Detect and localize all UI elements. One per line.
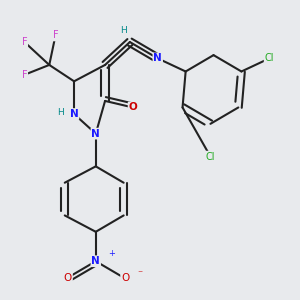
Text: F: F — [22, 37, 27, 47]
Text: +: + — [108, 249, 115, 258]
Text: Cl: Cl — [265, 53, 274, 63]
Text: ⁻: ⁻ — [137, 269, 142, 279]
Text: F: F — [53, 31, 58, 40]
Text: Cl: Cl — [206, 152, 215, 161]
Text: N: N — [92, 129, 100, 139]
Text: N: N — [153, 53, 162, 63]
Text: O: O — [121, 273, 129, 283]
Text: N: N — [92, 256, 100, 266]
Text: O: O — [64, 273, 72, 283]
Text: H: H — [57, 108, 64, 117]
Text: H: H — [120, 26, 126, 35]
Text: O: O — [129, 103, 137, 112]
Text: F: F — [22, 70, 27, 80]
Text: N: N — [70, 109, 78, 119]
